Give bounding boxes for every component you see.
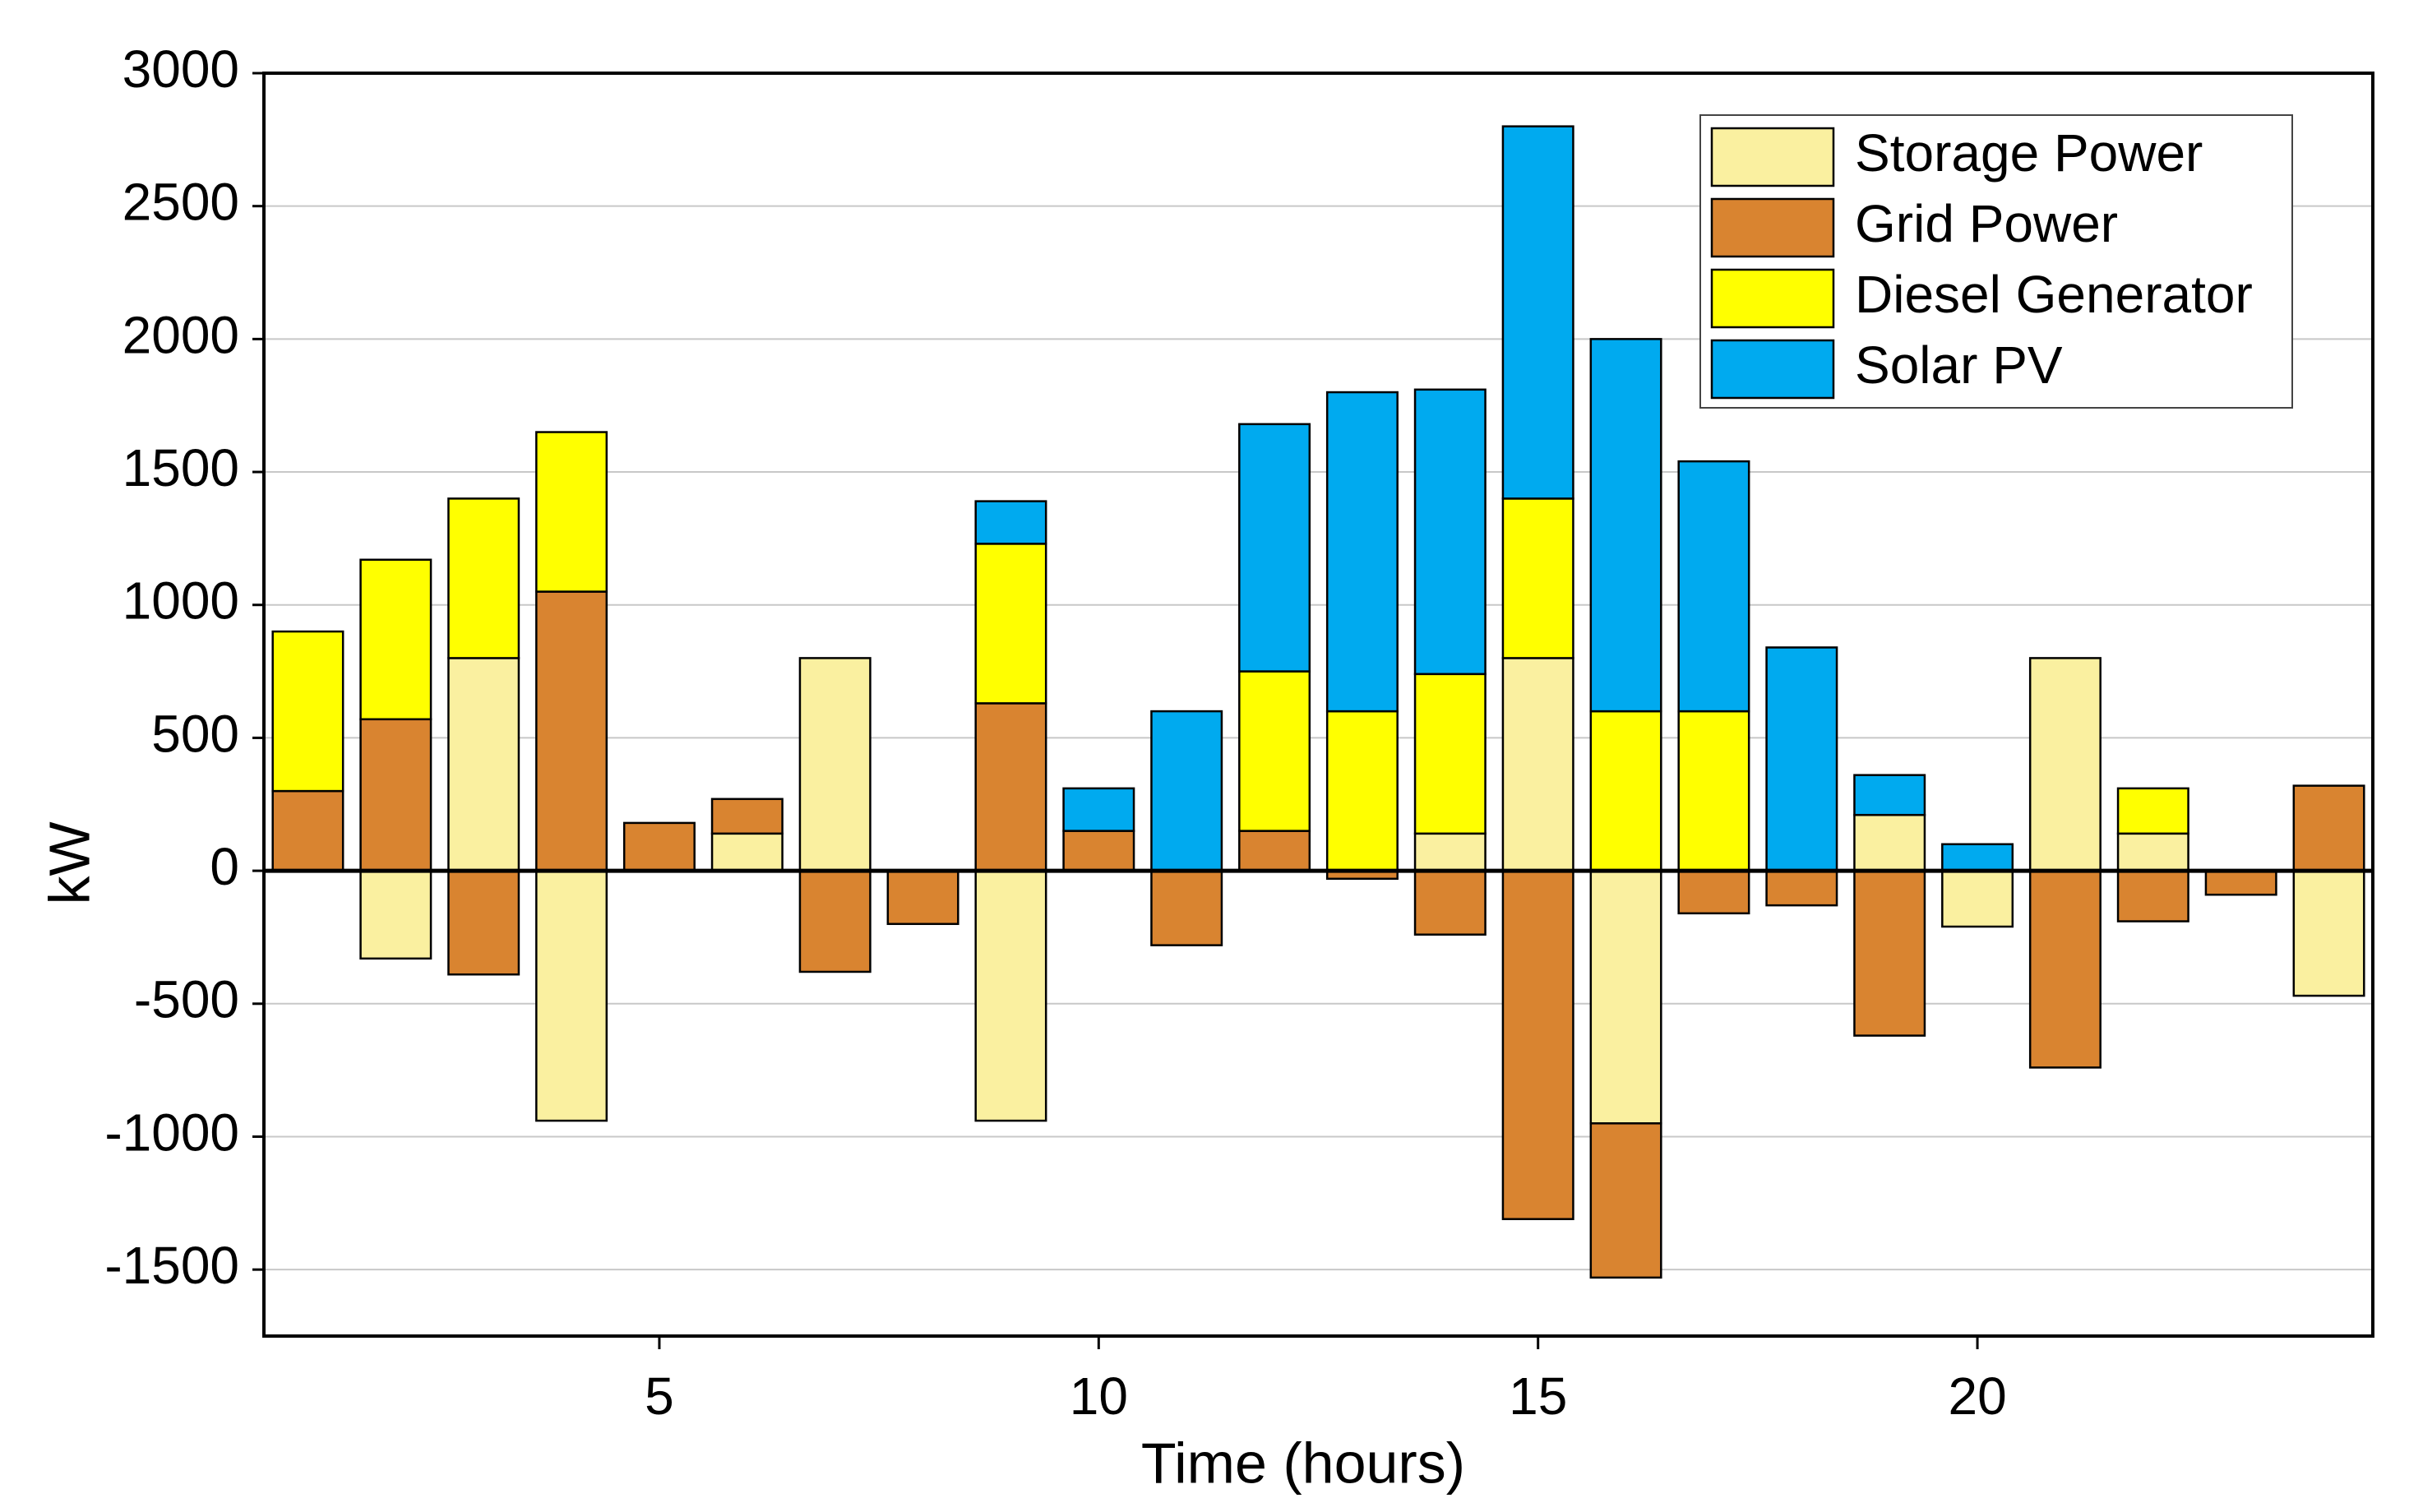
bar xyxy=(798,657,872,872)
bar xyxy=(2292,869,2365,997)
bar xyxy=(2028,869,2102,1069)
bar xyxy=(1238,830,1311,872)
y-tick-label: -500 xyxy=(134,970,239,1029)
bar xyxy=(2116,787,2189,835)
bar xyxy=(1413,869,1487,936)
bar xyxy=(974,500,1047,545)
x-tick-label: 20 xyxy=(1948,1366,2006,1426)
bar xyxy=(798,869,872,973)
bar xyxy=(1501,869,1574,1220)
x-tick-label: 5 xyxy=(645,1366,674,1426)
bar xyxy=(271,789,344,872)
bar xyxy=(974,869,1047,1122)
bar xyxy=(1238,423,1311,673)
bar xyxy=(359,869,432,960)
bar xyxy=(1501,497,1574,659)
bar xyxy=(1150,710,1223,872)
y-tick-label: -1000 xyxy=(104,1103,239,1162)
bar xyxy=(447,657,520,872)
bar xyxy=(2116,869,2189,922)
bar xyxy=(710,832,784,872)
bar xyxy=(1150,869,1223,946)
legend-label: Diesel Generator xyxy=(1855,265,2253,324)
bar xyxy=(535,869,608,1122)
legend-swatch xyxy=(1710,339,1835,400)
bar xyxy=(1501,657,1574,872)
bar xyxy=(886,869,959,926)
bar xyxy=(2116,832,2189,872)
bar xyxy=(1501,125,1574,500)
bar xyxy=(1589,1122,1662,1279)
bar xyxy=(1677,869,1750,915)
bar xyxy=(974,702,1047,872)
legend-swatch xyxy=(1710,127,1835,187)
legend-swatch xyxy=(1710,197,1835,258)
bar xyxy=(622,821,696,872)
bar xyxy=(1941,869,2014,928)
y-tick-label: 2000 xyxy=(123,305,239,364)
bar xyxy=(1765,646,1838,872)
bar xyxy=(1062,787,1135,832)
y-tick-label: 500 xyxy=(151,704,239,763)
bar xyxy=(1062,830,1135,872)
y-tick-label: 0 xyxy=(210,837,239,896)
legend-label: Solar PV xyxy=(1855,335,2063,395)
bar xyxy=(535,590,608,872)
y-tick-label: -1500 xyxy=(104,1236,239,1295)
bar xyxy=(1853,813,1926,872)
bar xyxy=(1589,869,1662,1125)
bar xyxy=(1325,710,1399,872)
bar xyxy=(974,543,1047,705)
bar xyxy=(2204,869,2277,896)
bar xyxy=(1677,460,1750,713)
y-axis-title: kW xyxy=(37,821,101,904)
bar xyxy=(1853,869,1926,1037)
bar xyxy=(1853,774,1926,816)
y-tick-label: 1000 xyxy=(123,571,239,631)
bar xyxy=(2292,784,2365,872)
x-tick-label: 15 xyxy=(1509,1366,1567,1426)
bar xyxy=(271,630,344,793)
legend-label: Grid Power xyxy=(1855,194,2118,253)
x-tick-label: 10 xyxy=(1070,1366,1128,1426)
bar xyxy=(1677,710,1750,872)
y-tick-label: 1500 xyxy=(123,438,239,497)
bar xyxy=(447,497,520,659)
bar xyxy=(1589,338,1662,713)
bar xyxy=(1413,673,1487,835)
legend-label: Storage Power xyxy=(1855,123,2203,183)
bar xyxy=(1589,710,1662,872)
bar xyxy=(1765,869,1838,907)
bar xyxy=(710,798,784,835)
bar xyxy=(1325,391,1399,713)
y-tick-label: 3000 xyxy=(123,39,239,99)
bar xyxy=(1413,832,1487,872)
x-axis-title: Time (hours) xyxy=(1141,1431,1465,1495)
bar xyxy=(447,869,520,976)
bar xyxy=(535,431,608,593)
bar xyxy=(2028,657,2102,872)
bar xyxy=(359,718,432,872)
bar xyxy=(1413,388,1487,676)
bar xyxy=(1238,670,1311,832)
bar xyxy=(359,558,432,721)
plot-frame xyxy=(262,72,2374,1338)
legend-swatch xyxy=(1710,268,1835,329)
y-tick-label: 2500 xyxy=(123,173,239,232)
bar xyxy=(1941,843,2014,872)
